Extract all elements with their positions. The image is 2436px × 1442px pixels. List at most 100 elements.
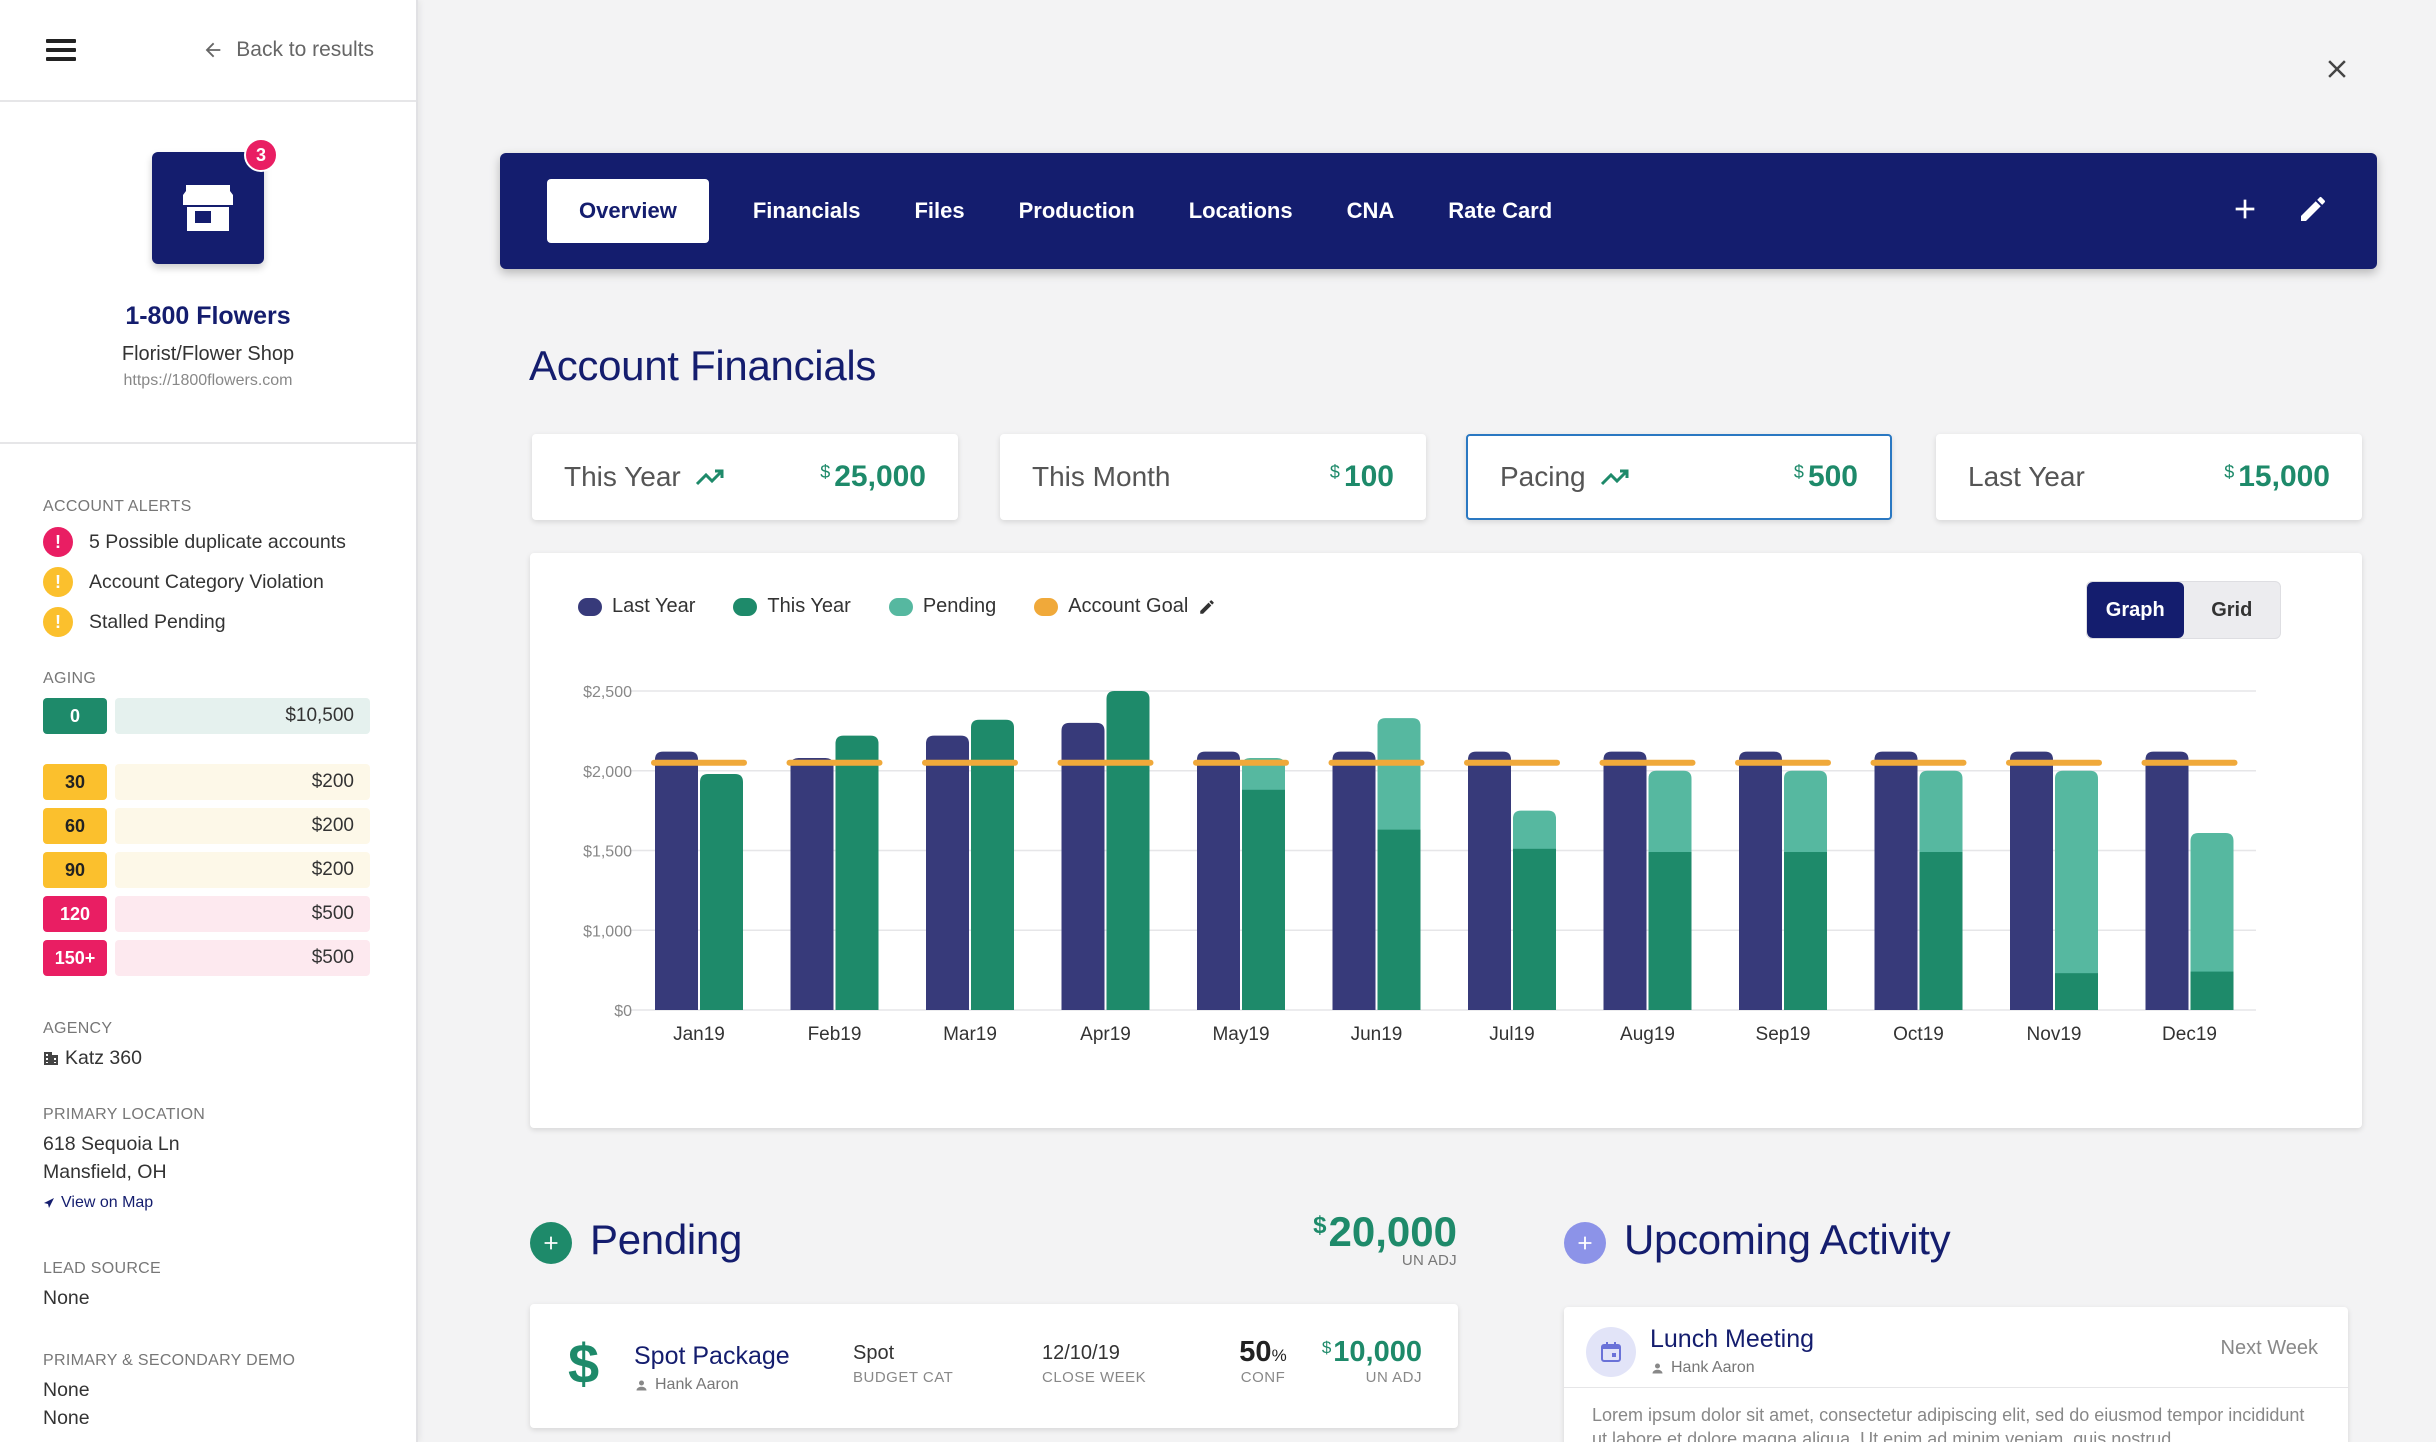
aging-label: AGING [43, 670, 97, 687]
legend-last-year[interactable]: Last Year [578, 595, 695, 618]
stat-card-this-year[interactable]: This Year $25,000 [532, 434, 958, 520]
graph-toggle-button[interactable]: Graph [2087, 582, 2184, 638]
alert-item[interactable]: ! 5 Possible duplicate accounts [43, 522, 416, 562]
aging-row[interactable]: 30 $200 [43, 764, 370, 800]
tab-files[interactable]: Files [914, 198, 965, 223]
legend-account-goal[interactable]: Account Goal [1034, 595, 1216, 618]
account-url[interactable]: https://1800flowers.com [123, 372, 293, 389]
y-tick-label: $2,500 [583, 684, 632, 701]
agency-section: AGENCY Katz 360 [0, 1020, 416, 1072]
legend-this-year[interactable]: This Year [733, 595, 851, 618]
goal-line [1735, 759, 1831, 766]
goal-line [2006, 759, 2102, 766]
aging-amount: $10,500 [115, 698, 370, 734]
stat-label: Last Year [1968, 461, 2085, 492]
bar-this-year-cap [1919, 852, 1963, 861]
legend-label: Account Goal [1068, 595, 1189, 617]
stat-card-this-month[interactable]: This Month $100 [1000, 434, 1426, 520]
sidebar-header: Back to results [0, 0, 416, 102]
x-tick-label: Oct19 [1893, 1024, 1944, 1045]
stat-currency: $ [1793, 462, 1804, 482]
aging-row[interactable]: 0 $10,500 [43, 698, 370, 734]
demo-label: PRIMARY & SECONDARY DEMO [43, 1352, 296, 1369]
stat-currency: $ [1329, 462, 1340, 482]
tab-overview[interactable]: Overview [547, 179, 709, 243]
y-tick-label: $0 [614, 1003, 632, 1020]
aging-row[interactable]: 120 $500 [43, 896, 370, 932]
grid-toggle-button[interactable]: Grid [2211, 598, 2253, 621]
bar-this-year-cap [1648, 852, 1692, 861]
bar-this-year-cap [1242, 789, 1285, 798]
add-activity-button[interactable] [1564, 1222, 1606, 1264]
tab-cna[interactable]: CNA [1346, 198, 1395, 223]
bar-last-year [655, 751, 698, 1010]
account-financials-title: Account Financials [529, 342, 877, 389]
bar-this-year-cap [2055, 973, 2098, 982]
aging-row[interactable]: 60 $200 [43, 808, 370, 844]
pending-total-sub: UN ADJ [1401, 1252, 1457, 1269]
stat-card-pacing[interactable]: Pacing $500 [1466, 434, 1892, 520]
aging-amount: $200 [115, 764, 370, 800]
bar-last-year [2145, 751, 2189, 1010]
pending-close-week: 12/10/19 CLOSE WEEK [1042, 1342, 1146, 1386]
view-on-map-link[interactable]: View on Map [43, 1194, 416, 1212]
activity-when: Next Week [2220, 1337, 2318, 1359]
tab-production[interactable]: Production [1018, 198, 1135, 223]
close-week-label: CLOSE WEEK [1042, 1369, 1147, 1386]
location-line-2: Mansfield, OH [43, 1161, 167, 1183]
dollar-icon: $ [568, 1332, 600, 1395]
activity-item-card[interactable]: Lunch Meeting Hank Aaron Next Week Lorem… [1564, 1307, 2348, 1442]
tab-locations[interactable]: Locations [1188, 198, 1293, 223]
activity-description: Lorem ipsum dolor sit amet, consectetur … [1592, 1405, 2305, 1442]
bar-last-year [1739, 751, 1782, 1010]
account-alerts-section: ACCOUNT ALERTS ! 5 Possible duplicate ac… [0, 498, 416, 642]
divider [1564, 1387, 2348, 1388]
aging-bucket: 30 [43, 764, 107, 800]
conf-value: 50 [1239, 1336, 1272, 1368]
bar-this-year [971, 719, 1014, 1010]
aging-row[interactable]: 90 $200 [43, 852, 370, 888]
plus-icon [1578, 1236, 1592, 1250]
bar-this-year [700, 773, 743, 1010]
pending-item-card[interactable]: $ Spot Package Hank Aaron Spot BUDGET CA… [530, 1304, 1458, 1428]
stat-value: 500 [1807, 460, 1858, 493]
add-icon[interactable] [2229, 193, 2261, 225]
menu-icon[interactable] [46, 39, 76, 61]
alert-item[interactable]: ! Stalled Pending [43, 602, 416, 642]
aging-row[interactable]: 150+ $500 [43, 940, 370, 976]
goal-line [1464, 759, 1560, 766]
legend-pending[interactable]: Pending [888, 595, 996, 618]
activity-owner: Hank Aaron [1650, 1359, 1755, 1377]
person-icon [636, 1380, 647, 1390]
add-pending-button[interactable] [530, 1222, 572, 1264]
goal-line [2141, 759, 2238, 766]
account-avatar[interactable]: 3 [152, 138, 278, 264]
activity-title: Lunch Meeting [1650, 1325, 1815, 1353]
bar-this-year-cap [1513, 848, 1556, 857]
agency-value: Katz 360 [65, 1047, 142, 1069]
demo-secondary-value: None [43, 1407, 90, 1429]
stat-card-last-year[interactable]: Last Year $15,000 [1936, 434, 2362, 520]
amount-currency: $ [1321, 1338, 1332, 1357]
bar-this-year [1513, 848, 1556, 1010]
aging-bucket: 60 [43, 808, 107, 844]
stat-currency: $ [820, 462, 831, 482]
y-tick-label: $2,000 [583, 764, 632, 781]
bar-last-year [1874, 751, 1918, 1010]
legend-label: Last Year [612, 595, 696, 617]
bar-this-year [1242, 789, 1285, 1010]
bar-last-year [1197, 751, 1240, 1010]
edit-goal-icon[interactable] [1198, 598, 1216, 616]
back-to-results-link[interactable]: Back to results [202, 38, 374, 62]
financials-chart-card: $0 $1,000 $1,500 $2,000 $2,500 Jan19 Feb19 Mar1… [530, 553, 2362, 1128]
close-button[interactable] [2322, 54, 2352, 84]
tab-rate-card[interactable]: Rate Card [1448, 198, 1553, 223]
tab-financials[interactable]: Financials [752, 198, 861, 223]
pending-confidence: 50% CONF [1230, 1336, 1296, 1386]
edit-icon[interactable] [2297, 193, 2329, 225]
goal-line [786, 759, 883, 766]
conf-label: CONF [1240, 1369, 1286, 1386]
bar-last-year [926, 735, 969, 1010]
goal-line [1870, 759, 1967, 766]
alert-item[interactable]: ! Account Category Violation [43, 562, 416, 602]
